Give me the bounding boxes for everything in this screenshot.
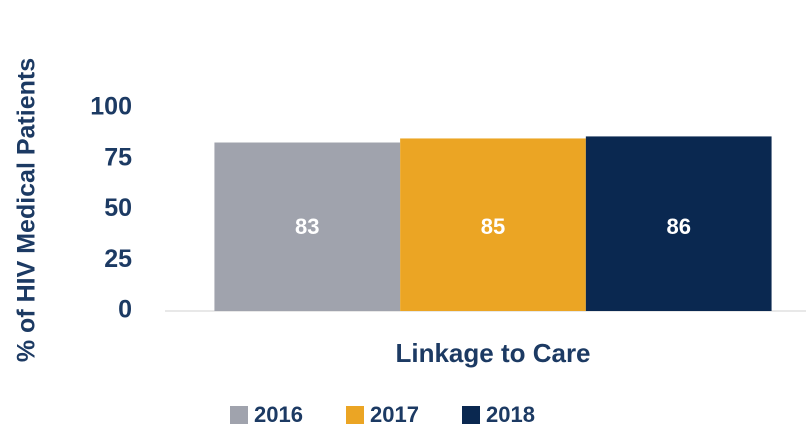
x-tick-label: Linkage to Care (395, 338, 590, 368)
legend-label: 2016 (254, 402, 303, 427)
y-tick-label: 50 (104, 194, 132, 222)
legend-swatch (346, 406, 364, 424)
y-tick-label: 25 (104, 245, 132, 273)
y-tick-label: 100 (90, 93, 132, 121)
legend-label: 2018 (486, 402, 535, 427)
y-axis-label: % of HIV Medical Patients (13, 58, 41, 362)
legend-swatch (230, 406, 248, 424)
y-tick-label: 0 (118, 296, 132, 324)
y-tick-label: 75 (104, 143, 132, 171)
bar (585, 136, 772, 311)
legend-swatch (462, 406, 480, 424)
bar (400, 138, 586, 311)
legend-label: 2017 (370, 402, 419, 427)
data-label: 83 (295, 214, 319, 239)
bar (214, 142, 401, 311)
data-label: 86 (666, 214, 690, 239)
data-label: 85 (481, 214, 505, 239)
